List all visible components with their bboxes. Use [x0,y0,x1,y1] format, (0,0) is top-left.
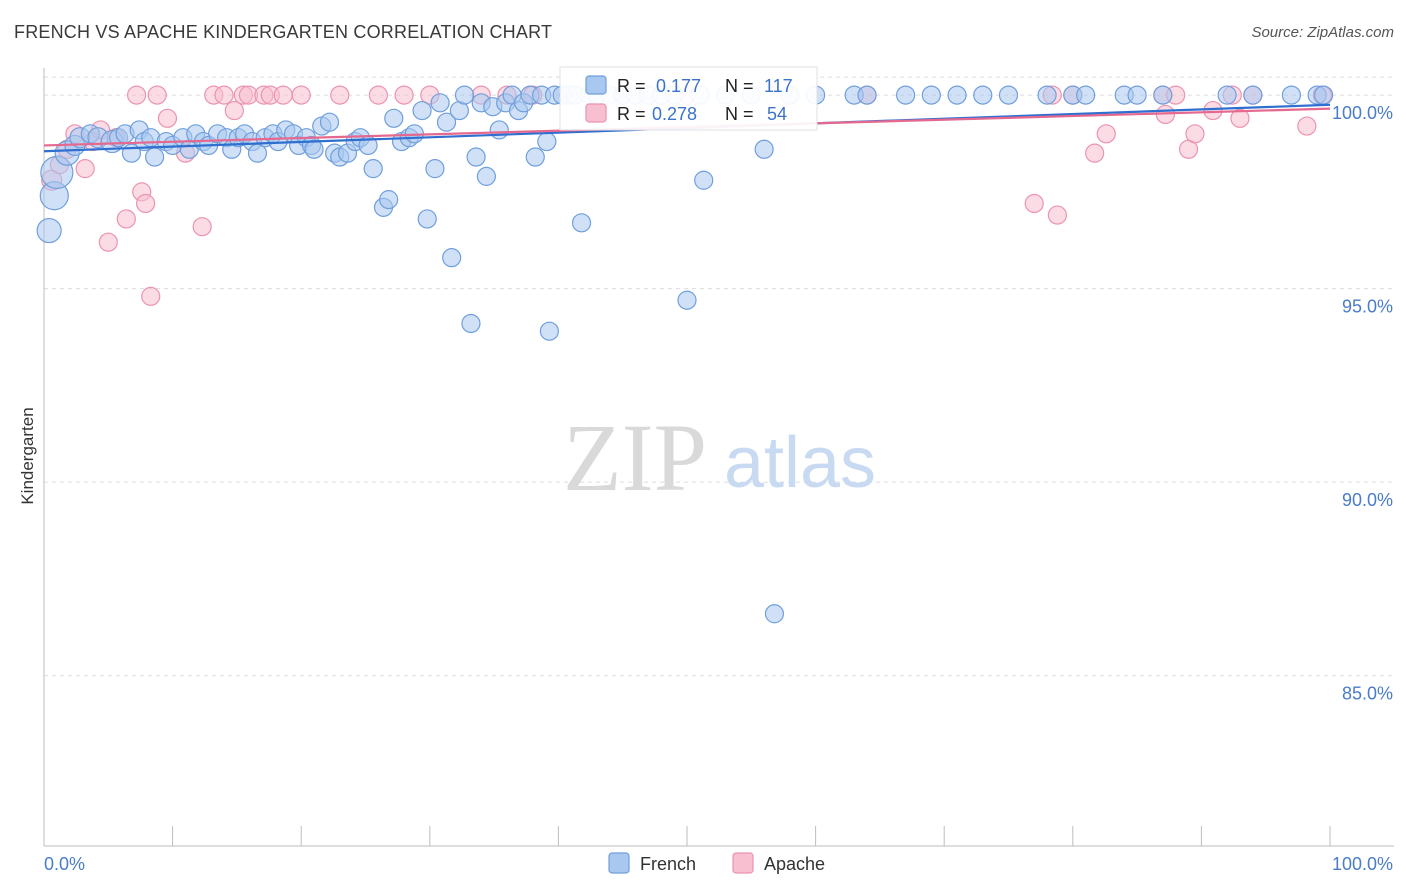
french-point [857,85,877,105]
french-point [436,112,457,132]
stats-french-n-value: 117 [764,76,793,96]
apache-point [192,217,212,237]
y-axis-title: Kindergarten [18,407,37,504]
french-point [36,217,62,244]
apache-point [147,85,167,105]
apache-point [273,85,293,105]
y-tick-label: 95.0% [1342,297,1393,317]
apache-point [1297,116,1317,136]
apache-point [126,85,147,105]
french-point [677,290,697,310]
french-point [1153,85,1173,105]
watermark-atlas: atlas [724,423,876,503]
x-tick-label: 0.0% [44,854,85,874]
stats-french-swatch [585,75,607,95]
french-point [571,213,592,233]
grid-lines [44,76,1394,677]
stats-apache-r-value: 0.278 [652,104,697,124]
stats-legend: R = 0.177 N = 117 R = 0.278 N = 54 [559,66,818,131]
chart-title: FRENCH VS APACHE KINDERGARTEN CORRELATIO… [14,22,553,42]
french-point [1281,85,1302,105]
french-point [489,120,509,140]
french-point [412,100,432,121]
stats-apache-swatch [585,103,607,123]
french-point [1076,85,1096,105]
french-point [379,190,399,210]
legend-french-swatch [608,852,630,874]
french-point [417,209,437,229]
x-tick-label: 100.0% [1332,854,1393,874]
apache-point [214,85,234,105]
french-point [539,321,559,341]
french-point [430,93,450,113]
legend-french-label: French [640,854,696,874]
watermark-zip: ZIP [563,404,707,511]
stats-apache-n-value: 54 [767,104,787,124]
tick-labels: 100.0% 95.0% 90.0% 85.0% 0.0% 100.0% [44,103,1393,874]
french-point [442,248,462,268]
french-point [454,85,475,105]
french-point [947,85,967,105]
apache-point [1230,108,1250,128]
apache-point [394,85,414,105]
french-point [764,604,785,624]
stats-french-r-value: 0.177 [656,76,701,96]
french-point [921,85,941,105]
french-point [384,108,404,128]
apache-point [75,159,95,179]
french-point [319,112,340,132]
french-point [363,159,383,179]
french-point [144,147,165,167]
apache-point [1085,143,1105,163]
stats-french-r-label: R = [617,76,646,96]
stats-apache-r-label: R = [617,104,646,124]
apache-point [1024,193,1044,214]
french-point [425,159,445,179]
french-point [1243,85,1263,105]
stats-apache-n-label: N = [725,104,754,124]
french-point [525,147,545,167]
french-points [36,85,1334,624]
y-tick-label: 90.0% [1342,490,1393,510]
apache-point [330,85,350,105]
legend-apache-label: Apache [764,854,825,874]
french-point [1313,85,1334,105]
apache-point [368,85,388,105]
french-point [466,147,486,167]
french-point [461,313,481,334]
series-legend: French Apache [608,852,825,874]
french-point [1037,85,1057,105]
apache-point [224,100,244,121]
french-point [998,85,1019,105]
french-point [1127,85,1147,105]
french-point [1217,85,1237,105]
apache-point [157,108,178,128]
apache-point [291,85,311,105]
apache-point [135,193,156,214]
french-point [476,166,496,186]
french-point [537,131,557,152]
french-point [896,85,916,105]
french-point [754,139,774,159]
stats-french-n-label: N = [725,76,754,96]
french-point [694,170,714,190]
french-point [304,139,324,159]
apache-point [141,286,161,306]
source-credit: Source: ZipAtlas.com [1251,24,1394,41]
y-tick-label: 100.0% [1332,103,1393,123]
apache-point [116,209,136,229]
apache-point [1047,205,1067,225]
x-axis-ticks [172,826,1331,846]
apache-point [1096,124,1116,144]
legend-apache-swatch [732,852,754,874]
french-point [973,85,993,105]
y-tick-label: 85.0% [1342,684,1393,704]
apache-point [1203,100,1223,121]
apache-point [1185,124,1205,144]
apache-point [98,232,118,252]
